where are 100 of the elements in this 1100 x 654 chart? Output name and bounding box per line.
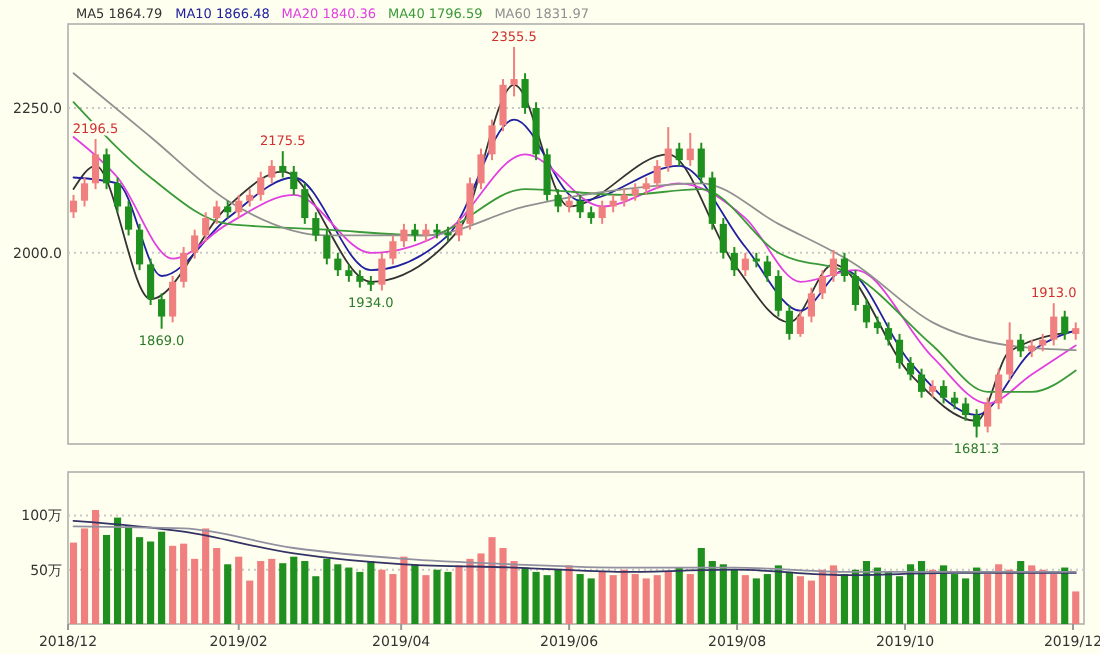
candlestick [686,131,694,167]
candlestick [279,150,287,179]
bar [389,574,397,624]
bar [587,578,595,624]
bar [213,548,221,624]
bar [102,534,111,624]
candlestick [664,126,672,173]
bar [906,564,915,624]
bar [1061,567,1069,624]
candlestick [906,356,915,382]
candlestick [554,188,562,214]
bar [235,556,243,624]
bar [631,574,639,624]
bar [664,571,672,624]
candlestick [940,379,948,405]
candlestick [180,246,188,289]
candlestick [1050,302,1058,347]
bar [224,564,232,624]
bar [940,565,948,624]
bar [675,567,683,624]
candlestick [576,193,584,220]
candlestick [995,367,1003,411]
candlestick [125,199,133,237]
bar [895,576,904,624]
bar [1072,591,1080,624]
bar [785,571,793,624]
bar [653,575,661,624]
bar [609,575,617,624]
candlestick [80,176,89,208]
candlestick [290,164,298,196]
candlestick [521,72,529,115]
bar [928,569,937,624]
candlestick [719,217,727,260]
candlestick [69,193,78,220]
candlestick [268,159,276,185]
candlestick [102,147,111,191]
bar [884,571,893,624]
candlestick [334,251,342,277]
candlestick [169,275,177,324]
candlestick [1061,309,1069,341]
bar [312,576,320,624]
candlestick [488,118,496,162]
bar [995,564,1003,624]
bar [422,575,430,624]
candlestick [213,199,221,225]
candlestick [675,141,683,167]
bar [554,569,562,624]
bar [411,564,419,624]
candlestick [91,137,100,191]
candlestick [378,251,386,292]
bar [169,545,177,624]
bar [752,578,760,624]
bar [125,526,133,624]
bar [113,517,122,624]
candlestick [818,269,827,301]
bar [202,528,210,624]
bar [840,574,849,624]
candlestick [840,251,849,283]
bar [180,543,188,624]
bar [1039,569,1047,624]
bar [378,569,386,624]
bar [345,567,353,624]
candlestick [191,228,199,260]
bar [962,578,970,624]
bar [1017,561,1025,624]
candlestick [466,176,474,231]
bar [851,569,860,624]
candlestick [257,170,265,202]
bar [191,558,199,624]
candlestick [917,367,926,399]
bar [730,569,738,624]
candlestick [708,170,716,231]
candlestick [730,246,738,277]
bar [984,574,992,624]
bar [774,565,782,624]
bar [543,575,551,624]
candlestick [598,199,606,225]
candlestick [477,147,485,191]
bar [323,558,331,624]
candlestick [158,292,166,330]
candlestick [235,193,243,220]
candlestick [510,45,518,98]
candlestick [862,298,871,330]
candlestick [1017,332,1025,359]
bar [136,537,144,624]
bar [257,561,265,624]
bar [708,561,716,624]
candlestick [400,222,408,249]
candlestick [389,234,397,266]
bar [598,571,606,624]
bar [69,542,78,624]
candlestick [796,309,804,338]
bar [158,531,166,624]
bar [290,556,298,624]
candlestick [301,182,309,225]
bar [279,563,287,624]
bar [367,561,375,624]
bar [1050,574,1058,624]
bar [697,548,705,624]
candlestick [532,101,540,162]
